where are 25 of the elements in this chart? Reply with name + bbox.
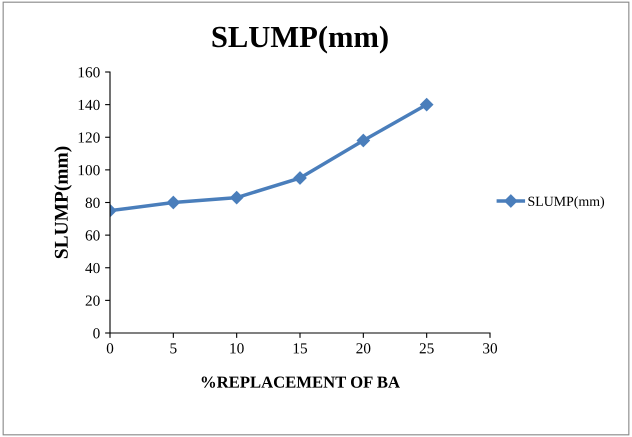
y-tick-label: 120	[78, 132, 100, 143]
x-tick-label: 30	[483, 343, 498, 354]
point	[166, 196, 180, 210]
x-tick-label: 25	[420, 343, 434, 354]
y-tick-label: 80	[86, 198, 100, 208]
x-tick-label: 0	[106, 343, 114, 354]
point	[356, 134, 370, 148]
y-tick-label: 160	[78, 67, 100, 78]
y-tick-label: 100	[78, 165, 100, 176]
y-tick-label: 20	[86, 296, 100, 306]
point	[293, 171, 307, 185]
y-tick-label: 60	[86, 230, 100, 241]
point	[230, 191, 244, 204]
point	[420, 98, 434, 112]
x-tick-label: 5	[170, 343, 177, 354]
y-axis-title: SLUMP(mm)	[54, 146, 72, 258]
chart-title: SLUMP(mm)	[212, 26, 388, 54]
x-axis-title: %REPLACEMENT OF BA	[202, 376, 400, 388]
y-tick-label: 140	[78, 100, 100, 110]
x-tick-label: 15	[294, 343, 308, 354]
x-tick-label: 10	[230, 343, 244, 354]
y-tick-label: 40	[85, 262, 100, 274]
x-tick-label: 20	[356, 343, 370, 354]
legend-label: SLUMP(mm)	[528, 196, 604, 209]
y-tick-label: 0	[93, 328, 100, 338]
